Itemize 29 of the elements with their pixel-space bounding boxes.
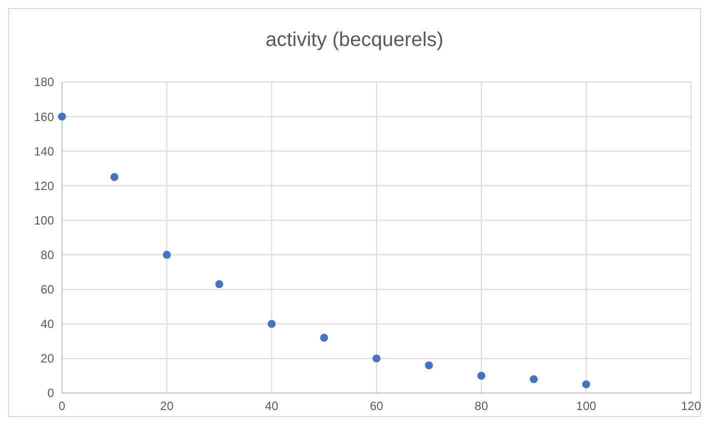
chart-title: activity (becquerels) <box>266 29 444 51</box>
x-tick-label: 100 <box>576 399 596 413</box>
y-tick-label: 40 <box>40 317 54 332</box>
y-tick-label: 20 <box>40 352 54 366</box>
point <box>530 375 538 384</box>
x-tick-label: 40 <box>264 399 279 413</box>
point <box>110 173 118 182</box>
y-tick-label: 180 <box>34 75 54 90</box>
point <box>582 380 590 388</box>
x-tick-label: 80 <box>474 399 488 413</box>
point <box>424 361 433 370</box>
y-tick-label: 100 <box>34 213 54 228</box>
point <box>477 372 486 380</box>
point <box>320 334 328 342</box>
point <box>215 280 224 288</box>
y-tick-label: 120 <box>34 178 54 193</box>
y-tick-label: 60 <box>40 282 54 297</box>
x-tick-label: 20 <box>160 399 174 413</box>
y-tick-label: 160 <box>34 110 54 124</box>
point <box>58 112 66 121</box>
x-tick-label: 60 <box>370 399 384 413</box>
y-tick-label: 0 <box>47 386 54 400</box>
y-tick-label: 80 <box>40 248 54 262</box>
x-tick-label: 120 <box>680 399 702 413</box>
point <box>268 320 276 328</box>
y-tick-label: 140 <box>34 144 54 158</box>
point <box>372 354 380 362</box>
x-tick-label: 0 <box>58 399 66 413</box>
point <box>162 250 171 259</box>
